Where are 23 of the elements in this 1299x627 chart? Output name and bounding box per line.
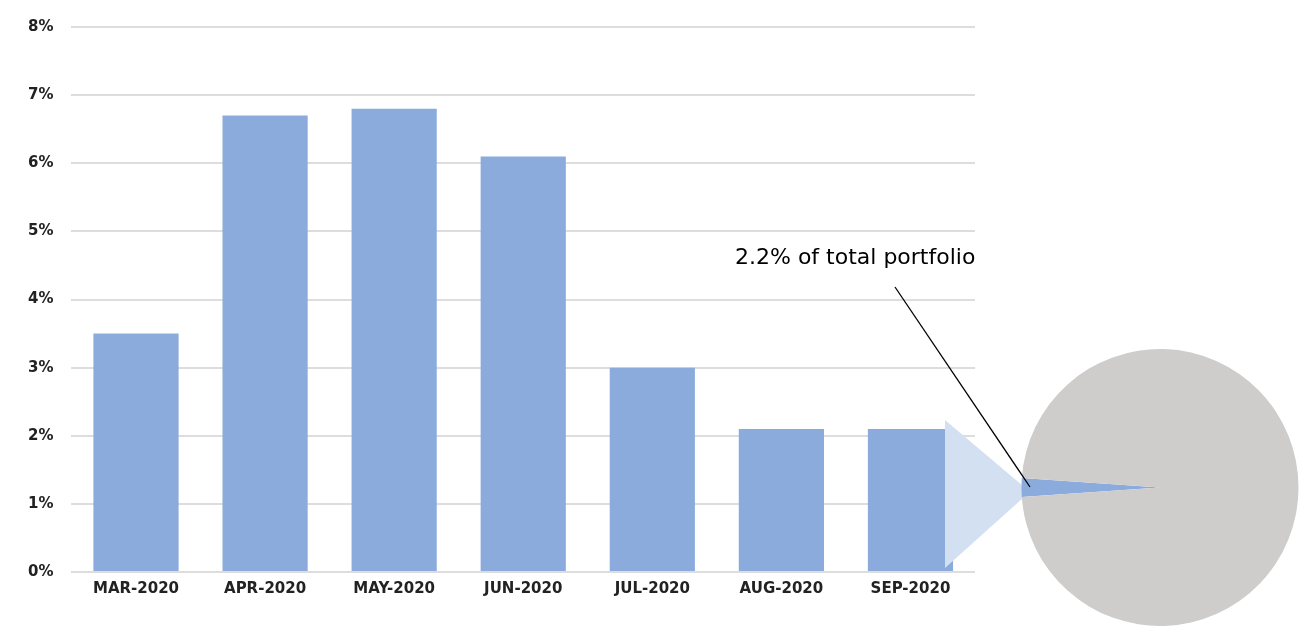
y-tick-label: 5% (28, 221, 54, 240)
y-tick-label: 3% (28, 357, 54, 376)
bar (351, 108, 437, 571)
x-tick-label: JUL-2020 (613, 578, 690, 597)
y-tick-label: 7% (28, 85, 54, 104)
bar (609, 367, 695, 571)
x-tick-label: SEP-2020 (870, 578, 951, 597)
x-tick-label: MAY-2020 (353, 578, 436, 597)
bar (738, 428, 824, 571)
x-tick-label: APR-2020 (224, 578, 307, 597)
bar (222, 115, 308, 571)
annotation: 2.2% of total portfolio (735, 244, 976, 269)
y-tick-label: 6% (28, 153, 54, 172)
x-tick-label: AUG-2020 (739, 578, 824, 597)
y-tick-label: 4% (28, 289, 54, 308)
bar (93, 333, 179, 571)
y-tick-label: 8% (28, 16, 54, 35)
x-tick-label: MAR-2020 (92, 578, 180, 597)
y-tick-label: 2% (28, 425, 54, 444)
y-tick-label: 1% (28, 493, 54, 512)
y-tick-label: 0% (28, 561, 54, 580)
x-tick-label: JUN-2020 (483, 578, 563, 597)
bar (480, 156, 566, 571)
